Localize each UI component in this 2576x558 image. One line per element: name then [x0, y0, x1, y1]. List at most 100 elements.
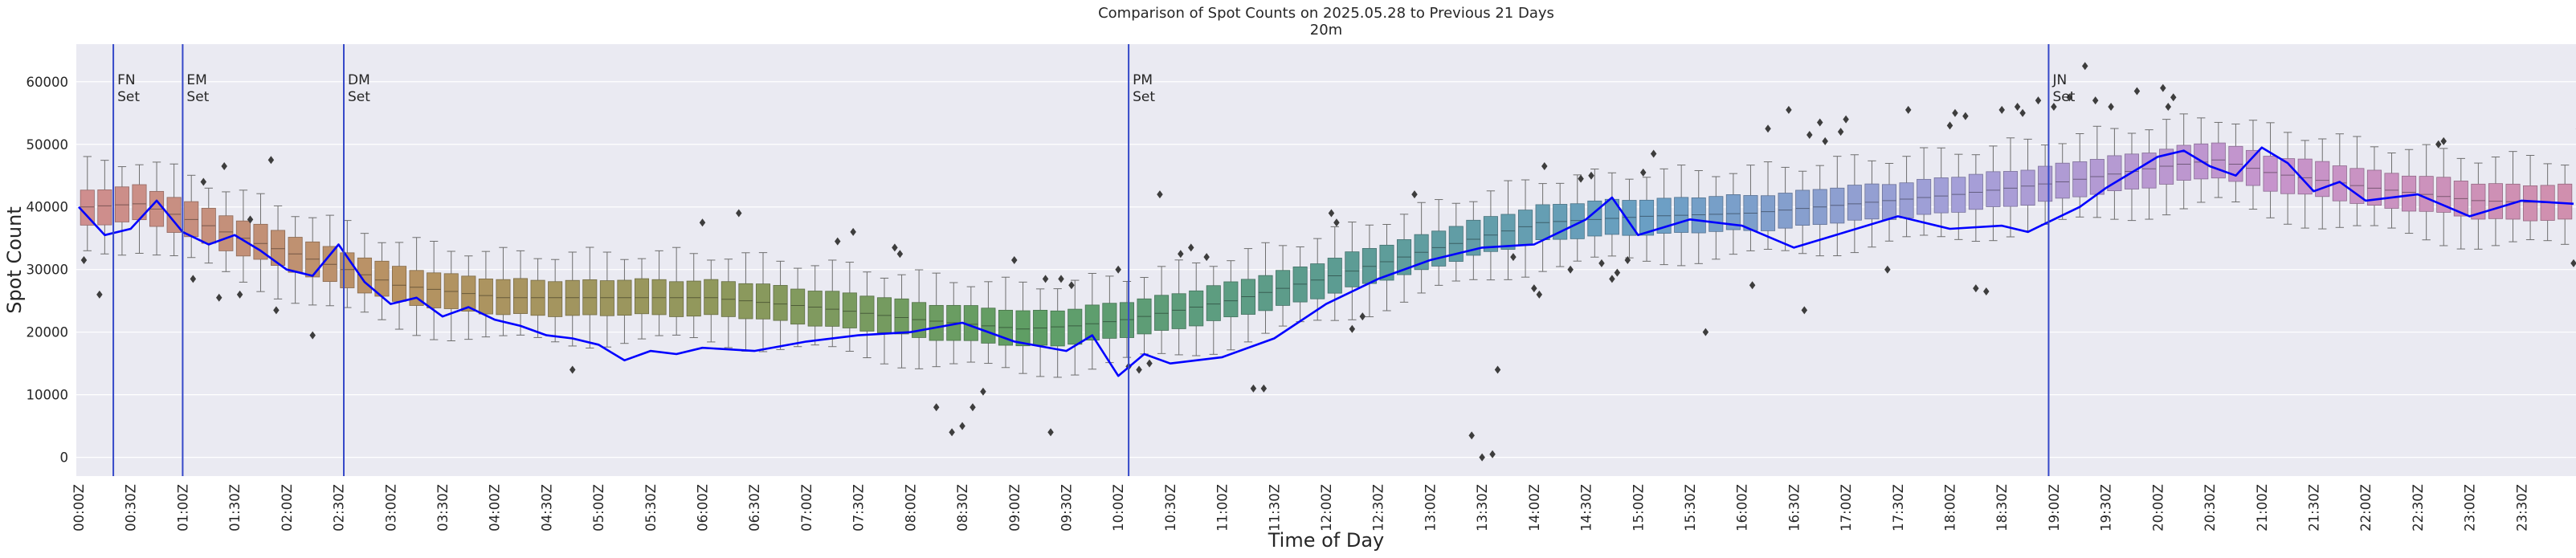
- box: [1154, 295, 1170, 331]
- outlier-point: [1962, 112, 1969, 120]
- box: [1968, 173, 1983, 210]
- y-tick-label: 60000: [27, 75, 69, 90]
- outlier-point: [896, 250, 904, 259]
- chart-x-ticks: 00:00Z 00:30Z 01:00Z 01:30Z 02:00Z 02:30Z 03:0…: [71, 484, 2529, 532]
- box: [2349, 168, 2365, 204]
- outlier-point: [1588, 171, 1594, 180]
- x-tick-label: 05:30Z: [643, 484, 659, 532]
- box: [2263, 156, 2278, 192]
- x-tick-label: 21:00Z: [2255, 484, 2270, 532]
- outlier-point: [834, 237, 841, 246]
- x-tick-label: 06:00Z: [696, 484, 711, 532]
- outlier-point: [2081, 62, 2088, 71]
- outlier-point: [2435, 140, 2442, 149]
- outlier-point: [2440, 136, 2447, 145]
- box: [807, 291, 823, 327]
- outlier-point: [1904, 105, 1912, 114]
- y-tick-label: 0: [60, 450, 69, 466]
- box: [634, 278, 650, 315]
- outlier-point: [1068, 281, 1075, 290]
- box: [478, 279, 493, 315]
- outlier-point: [1058, 275, 1064, 283]
- box: [686, 280, 701, 317]
- box: [599, 280, 614, 316]
- x-tick-label: 13:30Z: [1475, 484, 1490, 532]
- box: [912, 302, 927, 338]
- box: [1518, 210, 1533, 246]
- box: [2055, 162, 2070, 199]
- chart-current-day-line-group: [78, 146, 2574, 377]
- box: [253, 223, 268, 260]
- chart-plot-background: [76, 44, 2576, 476]
- box: [496, 279, 511, 316]
- box: [1864, 183, 1880, 220]
- outlier-point: [970, 403, 976, 412]
- box: [1310, 263, 1325, 299]
- x-tick-label: 02:30Z: [332, 484, 347, 532]
- x-tick-label: 09:00Z: [1007, 484, 1023, 532]
- outlier-point: [1567, 265, 1574, 274]
- chart-subtitle: 20m: [1310, 22, 1342, 39]
- outlier-point: [1250, 384, 1257, 393]
- x-tick-label: 12:30Z: [1371, 484, 1386, 532]
- box: [288, 237, 303, 273]
- outlier-point: [1411, 190, 1418, 199]
- outlier-point: [267, 156, 275, 165]
- outlier-point: [1624, 256, 1631, 264]
- x-tick-label: 01:00Z: [175, 484, 190, 532]
- outlier-point: [2133, 87, 2141, 96]
- box: [374, 260, 390, 297]
- event-marker-label: EM: [186, 72, 206, 88]
- box: [1068, 308, 1083, 345]
- x-tick-label: 17:00Z: [1839, 484, 1854, 532]
- box: [409, 270, 424, 306]
- box: [1171, 293, 1186, 329]
- box: [704, 279, 719, 316]
- x-tick-label: 03:00Z: [383, 484, 398, 532]
- outlier-point: [309, 331, 316, 340]
- box: [2315, 161, 2330, 198]
- x-tick-label: 17:30Z: [1891, 484, 1906, 532]
- chart-whiskers: [83, 113, 2570, 378]
- chart-y-ticks: 0 10000 20000 30000 40000 50000 60000: [27, 75, 69, 466]
- outlier-point: [1188, 243, 1194, 252]
- outlier-point: [892, 243, 898, 252]
- box: [1639, 199, 1655, 236]
- outlier-point: [96, 290, 103, 299]
- box: [1102, 303, 1117, 339]
- outlier-point: [2570, 259, 2576, 267]
- box: [1223, 281, 1239, 318]
- x-tick-label: 08:30Z: [955, 484, 970, 532]
- chart-boxes: [80, 142, 2573, 347]
- outlier-point: [2092, 96, 2099, 105]
- box: [1483, 216, 1498, 252]
- box: [1206, 285, 1221, 321]
- outlier-point: [980, 387, 986, 396]
- box: [1604, 198, 1619, 235]
- box: [1795, 189, 1811, 226]
- x-tick-label: 23:00Z: [2463, 484, 2478, 532]
- outlier-point: [273, 306, 280, 315]
- box: [1189, 290, 1204, 327]
- outlier-point: [1650, 149, 1657, 158]
- outlier-point: [1146, 359, 1153, 368]
- chart-title: Comparison of Spot Counts on 2025.05.28 …: [1098, 5, 1554, 22]
- box: [773, 285, 788, 321]
- outlier-point: [1614, 268, 1621, 277]
- event-marker-sublabel: Set: [348, 89, 370, 105]
- box: [1847, 185, 1862, 221]
- box: [825, 291, 840, 327]
- box: [2402, 175, 2417, 212]
- box: [1084, 304, 1100, 340]
- outlier-point: [1702, 328, 1709, 336]
- outlier-point: [1973, 284, 1979, 293]
- box: [790, 288, 806, 325]
- outlier-point: [1801, 306, 1808, 315]
- outlier-point: [1333, 218, 1340, 227]
- box: [1431, 230, 1447, 267]
- x-tick-label: 03:30Z: [435, 484, 451, 532]
- box: [166, 197, 182, 233]
- outlier-point: [736, 209, 742, 218]
- outlier-point: [1157, 190, 1163, 199]
